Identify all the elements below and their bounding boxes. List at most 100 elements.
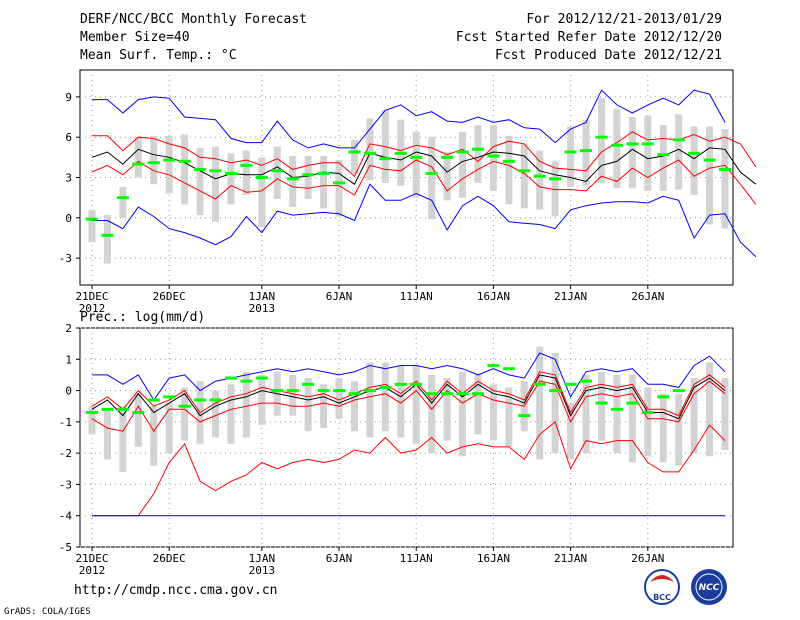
prec-xtick-label: 1JAN	[249, 552, 276, 565]
temp-median-mark	[595, 135, 608, 139]
prec-box	[644, 387, 652, 457]
temp-box	[597, 98, 605, 183]
prec-box	[443, 378, 451, 441]
prec-line-max	[92, 352, 726, 401]
prec-xyear-label: 2013	[249, 564, 276, 577]
temp-median-mark	[441, 155, 454, 159]
temp-box	[489, 125, 497, 191]
temp-median-mark	[456, 150, 469, 154]
chart-title: DERF/NCC/BCC Monthly Forecast	[80, 12, 307, 27]
prec-median-mark	[286, 389, 299, 393]
temp-box	[536, 150, 544, 210]
temp-box	[628, 117, 636, 189]
temp-median-mark	[132, 162, 145, 166]
prec-box	[706, 362, 714, 457]
temp-xtick-label: 11JAN	[400, 290, 433, 303]
temp-box	[242, 150, 250, 195]
temp-box	[181, 134, 189, 205]
temp-median-mark	[333, 181, 346, 185]
prec-median-mark	[101, 407, 114, 411]
prec-median-mark	[518, 414, 531, 418]
temp-median-mark	[719, 167, 731, 171]
temp-box	[196, 147, 204, 216]
temp-box	[721, 129, 729, 229]
temp-box	[459, 131, 467, 198]
temp-line-std_upper	[92, 131, 757, 178]
temp-median-mark	[271, 169, 284, 173]
temp-box	[88, 209, 96, 242]
prec-median-mark	[564, 382, 577, 386]
prec-ytick-label: -3	[59, 478, 72, 491]
prec-box	[582, 374, 590, 454]
temp-box	[567, 126, 575, 187]
temp-median-mark	[626, 142, 639, 146]
temp-median-mark	[688, 151, 701, 155]
prec-box	[613, 374, 621, 454]
temp-xtick-label: 26DEC	[153, 290, 186, 303]
temp-median-mark	[703, 158, 716, 162]
prec-median-mark	[194, 398, 207, 402]
prec-box	[335, 378, 343, 419]
bcc-logo-swirl	[650, 575, 674, 582]
prec-box	[412, 365, 420, 444]
temp-median-mark	[471, 147, 484, 151]
temp-xtick-label: 16JAN	[477, 290, 510, 303]
prec-xtick-label: 26DEC	[153, 552, 186, 565]
prec-ytick-label: -4	[59, 510, 73, 523]
prec-median-mark	[255, 376, 268, 380]
temp-box	[289, 156, 297, 208]
prec-median-mark	[116, 407, 129, 411]
temp-box	[443, 151, 451, 201]
member-size: Member Size=40	[80, 30, 190, 45]
precip-variable-label: Prec.: log(mm/d)	[80, 310, 206, 325]
temp-median-mark	[178, 159, 191, 163]
temp-box	[675, 114, 683, 190]
temp-median-mark	[163, 158, 176, 162]
temp-box	[706, 126, 714, 225]
temp-variable-label: Mean Surf. Temp.: °C	[80, 48, 237, 63]
prec-box	[119, 406, 127, 472]
temp-median-mark	[657, 153, 670, 157]
temp-box	[227, 153, 235, 205]
prec-line-min	[92, 421, 726, 517]
temp-median-mark	[147, 161, 160, 165]
prec-box	[165, 403, 173, 454]
prec-median-mark	[317, 389, 330, 393]
temp-median-mark	[379, 157, 392, 161]
prec-box	[628, 374, 636, 463]
source-url[interactable]: http://cmdp.ncc.cma.gov.cn	[74, 583, 278, 598]
prec-median-mark	[672, 389, 685, 393]
temp-xtick-label: 21DEC	[75, 290, 108, 303]
prec-box	[690, 378, 698, 454]
temp-median-mark	[641, 142, 654, 146]
prec-median-mark	[502, 367, 515, 371]
temp-xtick-label: 6JAN	[326, 290, 353, 303]
temp-median-mark	[286, 177, 299, 181]
prec-median-mark	[379, 385, 392, 389]
prec-box	[597, 371, 605, 441]
temp-median-mark	[564, 150, 577, 154]
prec-median-mark	[163, 395, 176, 399]
prec-frame	[79, 327, 734, 548]
bcc-logo-text: BCC	[653, 593, 671, 602]
prec-median-mark	[333, 389, 346, 393]
prec-median-mark	[147, 398, 160, 402]
logos: BCC NCC	[644, 569, 727, 605]
prec-median-mark	[441, 392, 454, 396]
prec-ytick-label: -1	[59, 416, 72, 429]
temp-box	[350, 139, 358, 174]
prec-median-mark	[580, 379, 593, 383]
temp-ytick-label: 9	[65, 91, 72, 104]
temp-line-min	[92, 183, 757, 258]
prec-median-mark	[657, 395, 670, 399]
prec-median-mark	[410, 382, 423, 386]
prec-box	[258, 374, 266, 425]
temp-median-mark	[363, 151, 376, 155]
prec-ytick-label: 0	[65, 385, 72, 398]
prec-ytick-label: -2	[59, 447, 72, 460]
prec-median-mark	[595, 401, 608, 405]
prec-median-mark	[209, 398, 222, 402]
prec-box	[242, 371, 250, 438]
temp-line-std_lower	[91, 159, 757, 205]
temp-median-mark	[302, 173, 315, 177]
